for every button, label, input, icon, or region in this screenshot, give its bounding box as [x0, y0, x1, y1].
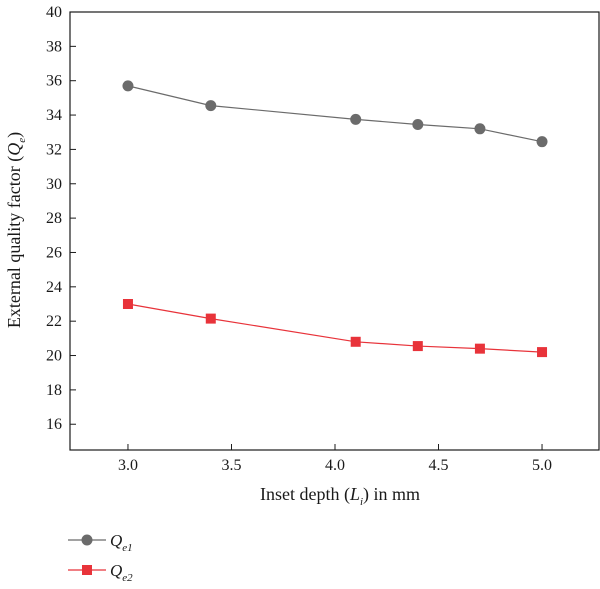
data-point-e2: [474, 343, 485, 354]
data-point-e1: [122, 80, 134, 92]
x-tick-label: 3.0: [118, 457, 138, 474]
series-line-e1: [127, 85, 543, 143]
legend-label-qe1: Qe1: [110, 531, 133, 554]
legend-marker-qe2: [82, 565, 92, 575]
legend: Qe1 Qe2: [68, 531, 133, 584]
y-tick-label: 26: [46, 244, 62, 261]
x-tick-label: 4.5: [429, 457, 449, 474]
x-tick-label: 3.5: [221, 457, 241, 474]
data-point-e1: [350, 113, 362, 125]
data-point-e2: [412, 341, 423, 352]
y-tick-label: 16: [46, 416, 62, 433]
series-line-e2: [127, 303, 543, 353]
x-axis-label: Inset depth (Li) in mm: [260, 484, 420, 508]
data-point-e1: [474, 123, 486, 135]
y-tick-label: 28: [46, 210, 62, 227]
data-point-e2: [350, 336, 361, 347]
y-tick-label: 40: [46, 4, 62, 21]
axes: [69, 11, 600, 451]
y-tick-label: 32: [46, 141, 62, 158]
y-tick-label: 38: [46, 38, 62, 55]
ticks: 16 18 20 22 24 26 28 30 32 34 36 38 40 3.0 3.5 4.0 4.5 5.…: [46, 4, 552, 474]
x-tick-label: 4.0: [325, 457, 345, 474]
legend-marker-qe1: [81, 534, 93, 546]
series: [122, 80, 548, 358]
data-point-e1: [536, 136, 548, 148]
legend-item-qe2: Qe2: [68, 561, 133, 584]
y-tick-label: 36: [46, 73, 62, 90]
y-tick-label: 34: [46, 107, 62, 124]
y-axis-label: External quality factor (Qe): [4, 132, 28, 328]
x-tick-label: 5.0: [532, 457, 552, 474]
data-point-e1: [412, 119, 424, 131]
legend-item-qe1: Qe1: [68, 531, 133, 554]
y-tick-label: 20: [46, 348, 62, 365]
y-tick-label: 22: [46, 313, 62, 330]
legend-label-qe2: Qe2: [110, 561, 133, 584]
data-point-e2: [122, 299, 133, 309]
y-tick-label: 18: [46, 382, 62, 399]
data-point-e2: [537, 347, 548, 358]
plot-frame: [69, 11, 600, 451]
data-point-e1: [205, 100, 217, 112]
y-tick-label: 24: [46, 279, 62, 296]
data-point-e2: [205, 313, 216, 324]
y-tick-label: 30: [46, 176, 62, 193]
